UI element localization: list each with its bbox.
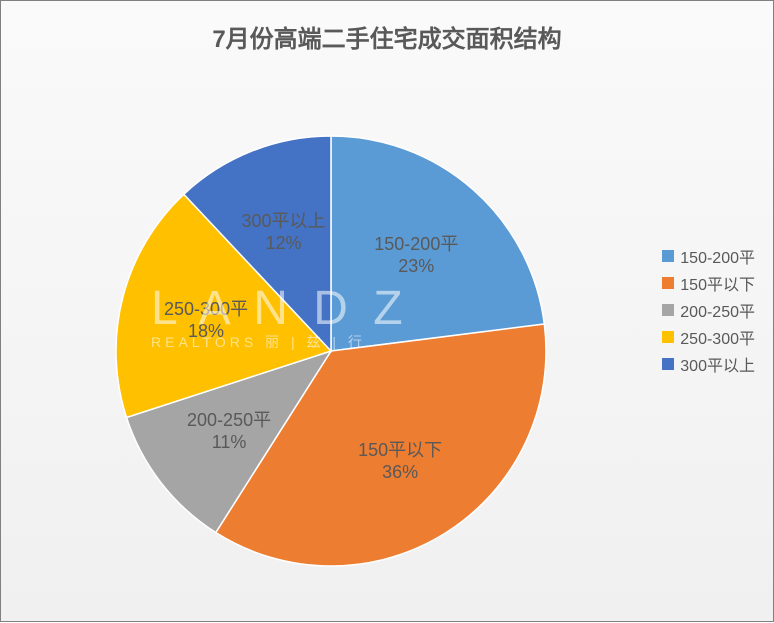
legend-item: 150平以下: [662, 271, 755, 295]
legend-label: 150-200平: [680, 244, 755, 268]
slice-label-name: 300平以上: [241, 211, 325, 231]
slice-label-name: 150-200平: [374, 234, 458, 254]
chart-frame: 7月份高端二手住宅成交面积结构 150-200平23%150平以下36%200-…: [0, 0, 774, 622]
slice-label-name: 150平以下: [358, 440, 442, 460]
slice-label-pct: 12%: [265, 233, 301, 253]
pie-chart: 150-200平23%150平以下36%200-250平11%250-300平1…: [1, 1, 774, 623]
legend-label: 200-250平: [680, 298, 755, 322]
legend: 150-200平 150平以下 200-250平 250-300平 300平以上: [662, 241, 755, 379]
legend-item: 250-300平: [662, 325, 755, 349]
legend-swatch: [662, 331, 674, 343]
legend-label: 250-300平: [680, 325, 755, 349]
legend-item: 300平以上: [662, 352, 755, 376]
slice-label-pct: 18%: [188, 321, 224, 341]
legend-swatch: [662, 358, 674, 370]
slice-label-pct: 36%: [382, 462, 418, 482]
slice-label-pct: 11%: [212, 432, 247, 452]
legend-item: 200-250平: [662, 298, 755, 322]
slice-label-name: 250-300平: [164, 299, 248, 319]
legend-label: 150平以下: [680, 271, 755, 295]
slice-label-name: 200-250平: [187, 410, 271, 430]
legend-swatch: [662, 304, 674, 316]
slice-label-pct: 23%: [398, 256, 434, 276]
legend-swatch: [662, 250, 674, 262]
legend-label: 300平以上: [680, 352, 755, 376]
legend-item: 150-200平: [662, 244, 755, 268]
legend-swatch: [662, 277, 674, 289]
